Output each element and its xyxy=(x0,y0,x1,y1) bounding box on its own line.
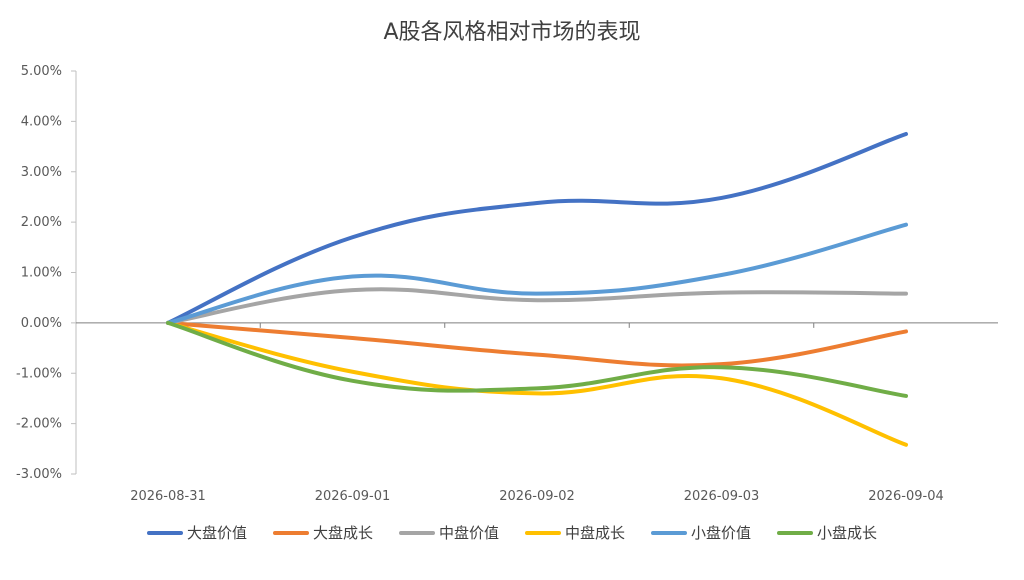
legend-swatch xyxy=(777,530,814,535)
x-tick-label: 2026-09-01 xyxy=(315,489,391,504)
legend-item: 大盘价值 xyxy=(146,522,247,543)
series-line-5 xyxy=(166,320,908,398)
legend-item: 中盘成长 xyxy=(525,522,625,543)
y-tick-label: -2.00% xyxy=(16,417,62,432)
y-tick-label: -3.00% xyxy=(16,467,62,482)
chart-title: A股各风格相对市场的表现 xyxy=(383,20,641,45)
legend-item: 中盘价值 xyxy=(398,522,499,543)
legend-label: 中盘价值 xyxy=(438,524,499,542)
legend-swatch xyxy=(146,530,183,535)
legend-swatch xyxy=(525,530,561,535)
y-tick-label: -1.00% xyxy=(16,366,62,381)
legend-label: 大盘成长 xyxy=(312,524,373,542)
x-tick-label: 2026-09-02 xyxy=(499,489,575,504)
x-tick-label: 2026-08-31 xyxy=(130,489,206,504)
legend-swatch xyxy=(272,530,309,535)
legend-item: 大盘成长 xyxy=(272,522,373,543)
x-tick-label: 2026-09-04 xyxy=(868,489,944,504)
series-line-4 xyxy=(166,222,908,325)
legend-label: 大盘价值 xyxy=(186,524,247,542)
y-tick-label: 4.00% xyxy=(21,114,62,129)
series-line-3 xyxy=(166,320,908,447)
legend-item: 小盘成长 xyxy=(777,522,877,543)
series-line-1 xyxy=(166,320,908,368)
y-tick-label: 3.00% xyxy=(21,165,62,180)
y-tick-label: 2.00% xyxy=(21,215,62,230)
series-line-2 xyxy=(166,287,908,325)
legend-swatch xyxy=(398,530,435,535)
legend: 大盘价值 大盘成长 中盘价值 中盘成长 小盘价值 小盘成长 xyxy=(0,522,1024,543)
x-tick-label: 2026-09-03 xyxy=(684,489,760,504)
legend-swatch xyxy=(651,530,688,535)
y-tick-label: 0.00% xyxy=(21,316,62,331)
y-tick-label: 1.00% xyxy=(21,266,62,281)
y-tick-label: 5.00% xyxy=(21,64,62,79)
series-line-0 xyxy=(166,131,908,325)
legend-label: 小盘价值 xyxy=(691,524,752,542)
legend-item: 小盘价值 xyxy=(651,522,751,543)
legend-label: 中盘成长 xyxy=(565,524,626,542)
legend-label: 小盘成长 xyxy=(817,524,878,542)
